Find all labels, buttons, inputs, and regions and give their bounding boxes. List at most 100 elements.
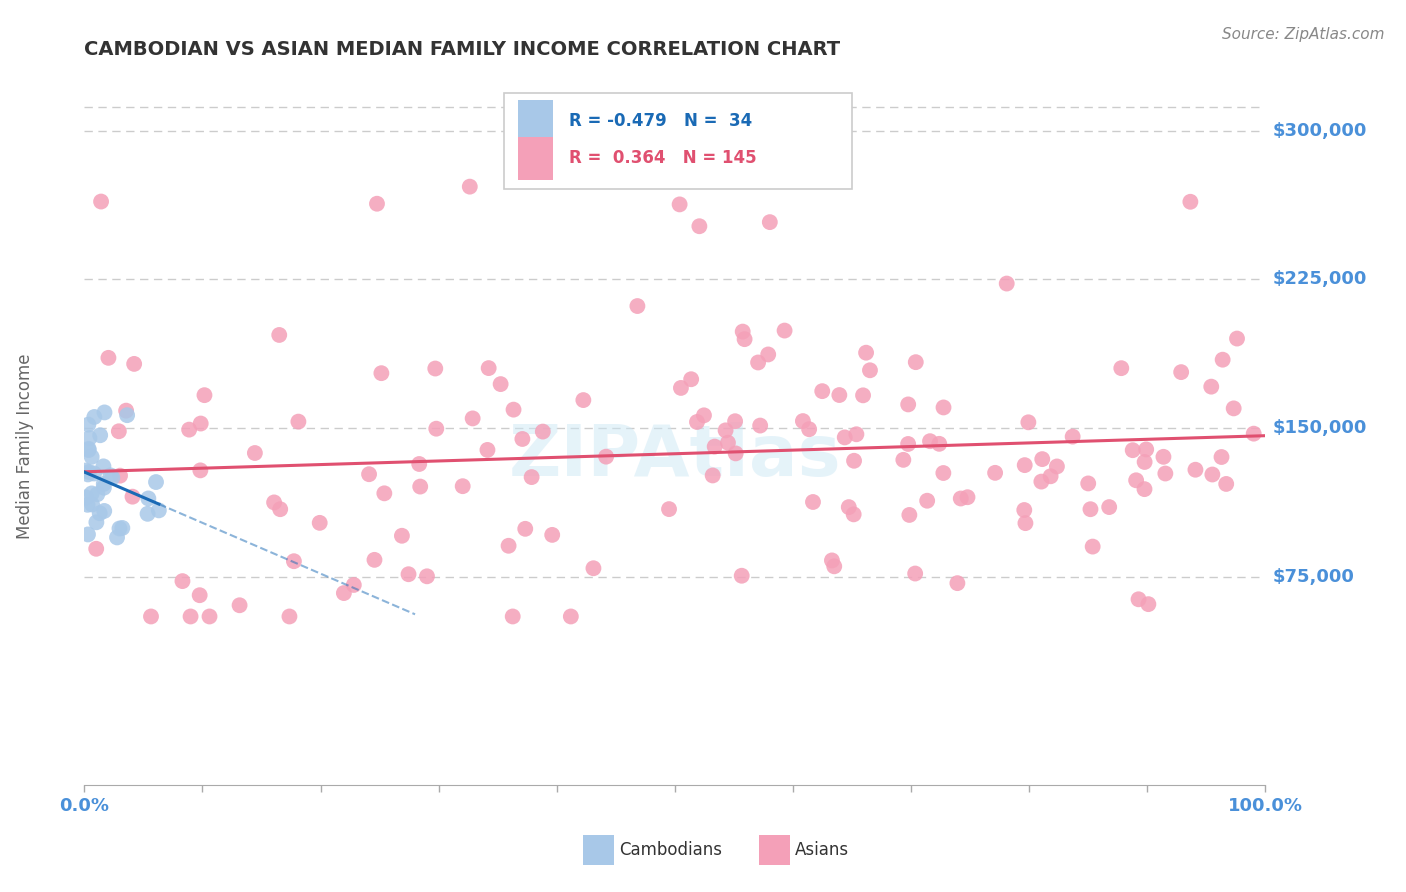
Point [897,397,920,411]
Point [595,450,617,464]
Point [946,576,969,591]
Point [1215,477,1237,491]
Point [398,567,420,582]
Point [823,559,845,574]
Point [714,423,737,437]
Point [724,414,747,428]
Point [932,466,955,480]
Point [756,347,779,361]
Point [80,498,103,512]
Point [80,450,103,464]
Point [461,411,484,425]
Point [688,219,710,234]
Point [409,479,432,493]
Point [198,609,221,624]
Point [101,471,124,485]
Point [1180,194,1202,209]
Point [1039,469,1062,483]
Point [77,443,100,458]
Point [108,424,131,438]
Point [93,481,115,495]
Point [478,361,501,376]
Text: Cambodians: Cambodians [619,841,721,859]
Point [1098,500,1121,514]
Point [1111,361,1133,376]
Point [1017,415,1039,429]
Point [84,541,107,556]
Point [122,357,145,371]
Point [541,528,564,542]
Point [188,588,211,602]
Point [512,432,534,446]
Point [928,437,950,451]
Point [425,361,447,376]
Point [1128,592,1150,607]
Point [76,498,98,512]
Text: $75,000: $75,000 [1272,568,1354,586]
Point [1170,365,1192,379]
Text: ZIPAtlas: ZIPAtlas [509,422,841,491]
Point [995,277,1018,291]
Point [138,491,160,506]
Point [834,430,856,444]
Point [668,197,690,211]
Point [759,215,782,229]
Point [498,539,520,553]
Point [408,457,430,471]
Point [1133,482,1156,496]
Point [717,435,740,450]
Point [842,508,865,522]
Point [502,609,524,624]
Point [391,529,413,543]
Point [111,521,134,535]
Point [842,454,865,468]
Point [108,468,131,483]
Point [626,299,648,313]
Point [93,459,115,474]
Point [188,463,211,477]
Point [77,467,100,482]
Point [77,417,100,432]
Point [136,507,159,521]
Point [180,609,202,624]
Point [686,415,709,429]
Point [115,403,138,417]
Point [148,503,170,517]
Point [308,516,330,530]
Point [287,415,309,429]
Point [243,446,266,460]
Point [79,431,101,445]
Point [821,553,844,567]
Point [373,486,395,500]
Point [897,437,920,451]
Point [702,468,724,483]
Point [108,521,131,535]
Point [1152,450,1174,464]
Point [984,466,1007,480]
Point [838,500,860,515]
Point [801,495,824,509]
Point [416,569,439,583]
Point [86,487,108,501]
Point [269,328,291,343]
Point [93,405,115,419]
Point [703,440,725,454]
Point [734,332,756,346]
Point [898,508,921,522]
Point [582,561,605,575]
Point [1125,473,1147,487]
Point [797,422,820,436]
Point [1014,516,1036,530]
Point [560,609,582,624]
Point [1080,502,1102,516]
Point [100,468,122,483]
Point [370,366,392,380]
Text: R =  0.364   N = 145: R = 0.364 N = 145 [568,150,756,168]
Point [811,384,834,399]
Point [845,427,868,442]
Point [747,355,769,369]
Point [932,401,955,415]
Text: $225,000: $225,000 [1272,270,1367,288]
Text: Source: ZipAtlas.com: Source: ZipAtlas.com [1222,27,1385,42]
FancyBboxPatch shape [503,93,852,189]
